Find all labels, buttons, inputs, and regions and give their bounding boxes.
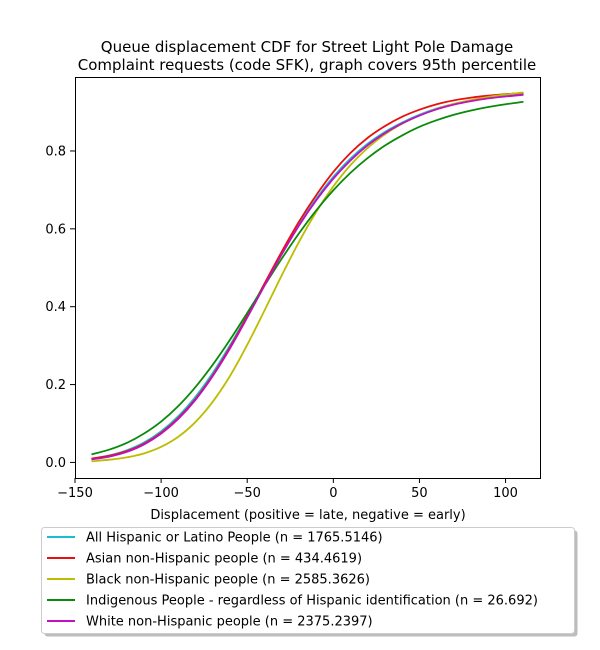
x-tick-label: −50 <box>234 486 261 501</box>
x-tick-label: 100 <box>493 486 518 501</box>
chart-title-line-1: Queue displacement CDF for Street Light … <box>101 38 513 56</box>
x-axis-label: Displacement (positive = late, negative … <box>150 508 465 523</box>
plot-frame <box>75 77 541 479</box>
legend-label: All Hispanic or Latino People (n = 1765.… <box>86 531 383 546</box>
legend-label: Indigenous People - regardless of Hispan… <box>86 594 538 609</box>
x-axis: −150 −100 −50 0 50 100 <box>57 478 518 501</box>
legend-label: Black non-Hispanic people (n = 2585.3626… <box>86 573 370 588</box>
y-tick-label: 0.8 <box>45 144 66 159</box>
x-tick-label: 50 <box>411 486 428 501</box>
chart-title-line-2: Complaint requests (code SFK), graph cov… <box>78 56 536 74</box>
legend: All Hispanic or Latino People (n = 1765.… <box>41 527 578 637</box>
series-line-0 <box>91 93 524 460</box>
legend-box <box>41 527 575 634</box>
y-tick-label: 0.2 <box>45 378 66 393</box>
x-tick-label: −150 <box>57 486 93 501</box>
legend-label: White non-Hispanic people (n = 2375.2397… <box>86 615 373 630</box>
series-line-2 <box>91 91 524 463</box>
x-tick-label: 0 <box>329 486 337 501</box>
series-line-4 <box>91 94 524 461</box>
series-layer <box>91 91 524 463</box>
y-tick-label: 0.6 <box>45 222 66 237</box>
x-tick-label: −100 <box>143 486 179 501</box>
y-tick-label: 0.4 <box>45 300 66 315</box>
legend-label: Asian non-Hispanic people (n = 434.4619) <box>86 552 362 567</box>
series-line-3 <box>91 101 524 456</box>
y-tick-label: 0.0 <box>45 456 66 471</box>
series-line-1 <box>91 92 524 460</box>
y-axis: 0.0 0.2 0.4 0.6 0.8 <box>45 144 75 471</box>
